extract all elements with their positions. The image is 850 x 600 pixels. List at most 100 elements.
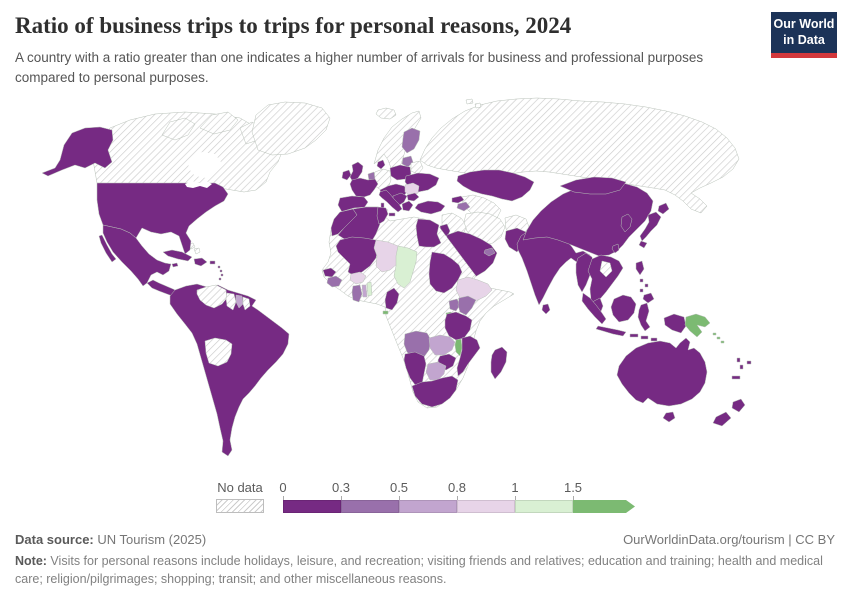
map-region-japan-honshu[interactable]: Japan	[639, 211, 662, 242]
map-region-georgia[interactable]: Georgia	[451, 195, 465, 204]
map-region-iceland[interactable]: Iceland	[375, 107, 397, 120]
map-region-bulgaria[interactable]: Bulgaria	[406, 192, 420, 202]
map-region-russia[interactable]: Russia	[419, 97, 740, 214]
map-region-guinea[interactable]: Guinea	[326, 275, 343, 288]
map-region-turkey[interactable]: Turkey	[414, 200, 446, 215]
map-region-uganda[interactable]: Uganda	[448, 298, 461, 312]
legend-no-data-swatch[interactable]	[216, 499, 264, 513]
map-region-sulawesi[interactable]: Indonesia	[637, 302, 651, 332]
map-region-sudan[interactable]: Sudan	[428, 251, 463, 294]
map-region-united-kingdom[interactable]: United Kingdom	[349, 161, 364, 183]
map-region-suriname[interactable]: Suriname	[235, 294, 244, 309]
map-region-japan-kyushu[interactable]: Japan	[638, 240, 648, 249]
map-region-mexico[interactable]: Mexico	[102, 224, 172, 287]
map-region-egypt[interactable]: Egypt	[415, 218, 442, 248]
map-region-sumatra[interactable]: Indonesia	[581, 292, 607, 325]
map-region-greece[interactable]: Greece	[401, 200, 414, 212]
map-region-romania[interactable]: Romania	[404, 182, 420, 197]
map-region-ghana[interactable]: Ghana	[351, 284, 363, 303]
map-region-fiji[interactable]: Fiji	[746, 360, 752, 365]
map-region-west-papua[interactable]: Indonesia	[663, 313, 687, 334]
map-region-mozambique[interactable]: Mozambique	[456, 335, 481, 377]
legend-bar[interactable]	[283, 500, 635, 513]
map-region-senegal[interactable]: Senegal	[322, 267, 337, 278]
map-region-french-guiana[interactable]: French Guiana	[242, 296, 251, 311]
map-region-denmark[interactable]: Denmark	[376, 159, 386, 170]
owid-logo[interactable]: Our World in Data	[771, 12, 837, 58]
map-region-chad[interactable]: Chad	[393, 245, 418, 289]
map-region-thailand-indochina[interactable]: Thailand, Vietnam & Cambodia	[587, 254, 624, 307]
map-region-niger[interactable]: Niger	[373, 239, 401, 273]
map-region-cameroon[interactable]: Cameroon	[384, 287, 400, 311]
map-region-new-zealand-south[interactable]: New Zealand	[712, 411, 732, 427]
map-region-bolivia[interactable]: Bolivia	[204, 337, 233, 367]
map-region-lesser-antilles[interactable]: Lesser Antilles	[217, 265, 224, 281]
map-region-kazakhstan[interactable]: Kazakhstan	[456, 169, 535, 202]
legend-bin-6[interactable]	[573, 500, 635, 513]
map-region-canada-arctic1[interactable]: Canada	[161, 117, 196, 141]
map-region-puerto-rico[interactable]: Puerto Rico	[209, 260, 216, 265]
map-region-ireland[interactable]: Ireland	[341, 169, 352, 181]
map-region-alaska[interactable]: United States	[41, 126, 114, 177]
map-region-namibia[interactable]: Namibia	[403, 351, 427, 387]
map-region-japan-hokkaido[interactable]: Japan	[657, 202, 670, 215]
map-region-baja[interactable]: Mexico	[98, 234, 117, 263]
map-region-south-america[interactable]: Brazil, Argentina, Chile, Peru, Ecuador,…	[169, 283, 290, 457]
map-region-borneo[interactable]: Indonesia	[610, 294, 637, 323]
map-region-togo[interactable]: Togo	[361, 284, 368, 298]
map-region-java[interactable]: Indonesia	[595, 325, 627, 337]
map-region-korea[interactable]: South Korea	[620, 213, 633, 233]
map-region-angola[interactable]: Angola	[403, 330, 432, 359]
legend-tick-label: 1.5	[563, 480, 583, 495]
map-region-mongolia[interactable]: Mongolia	[559, 176, 627, 195]
map-region-burkina-faso[interactable]: Burkina Faso	[349, 271, 367, 285]
map-region-australia[interactable]: Australia	[616, 337, 708, 407]
map-region-uae[interactable]: United Arab Emirates	[483, 247, 496, 257]
legend-bin-2[interactable]	[341, 500, 399, 513]
map-region-equatorial-guinea[interactable]: Equatorial Guinea	[382, 310, 389, 315]
map-region-italy[interactable]: Italy	[378, 189, 403, 213]
map-region-benin[interactable]: Benin	[366, 281, 373, 297]
map-region-tunisia[interactable]: Tunisia	[376, 206, 389, 225]
map-region-hispaniola[interactable]: Dominican Republic & Haiti	[193, 257, 208, 267]
map-region-new-zealand-north[interactable]: New Zealand	[731, 398, 746, 413]
map-region-jamaica[interactable]: Jamaica	[171, 262, 179, 268]
legend-no-data[interactable]: No data	[214, 480, 266, 513]
map-region-mali[interactable]: Mali	[335, 236, 379, 277]
map-region-lesser-sunda[interactable]: Indonesia	[629, 333, 658, 342]
footer-link[interactable]: OurWorldinData.org/tourism | CC BY	[623, 532, 835, 547]
map-region-botswana[interactable]: Botswana	[425, 361, 447, 381]
map-region-sicily[interactable]: Italy	[388, 212, 396, 217]
map-region-canada-arctic2[interactable]: Canada	[199, 111, 239, 135]
map-region-azerbaijan[interactable]: Azerbaijan	[456, 201, 471, 212]
map-region-finland[interactable]: Finland	[401, 127, 421, 154]
map-region-myanmar[interactable]: Myanmar	[575, 252, 595, 293]
map-region-baltics[interactable]: Baltic states	[401, 155, 414, 168]
legend-bin-3[interactable]	[399, 500, 457, 513]
map-region-madagascar[interactable]: Madagascar	[490, 346, 508, 380]
map-region-solomon-islands[interactable]: Solomon Islands	[712, 332, 725, 344]
map-region-venezuela[interactable]: Venezuela	[196, 284, 228, 309]
map-region-philippines[interactable]: Philippines	[635, 260, 655, 304]
map-region-papua-new-guinea[interactable]: Papua New Guinea	[684, 313, 711, 338]
map-region-zambia[interactable]: Zambia	[428, 334, 456, 356]
map-region-kenya[interactable]: Kenya	[457, 295, 477, 316]
map-region-malawi[interactable]: Malawi	[454, 338, 463, 357]
legend-bin-1[interactable]	[283, 500, 341, 513]
map-region-tasmania[interactable]: Australia	[662, 411, 676, 423]
map-region-guyana[interactable]: Guyana	[225, 292, 237, 311]
map-region-novaya-zemlya[interactable]: Russia	[465, 98, 482, 109]
map-region-france[interactable]: France	[349, 177, 379, 198]
map-region-belarus[interactable]: Belarus	[410, 160, 424, 175]
map-region-vanuatu[interactable]: Vanuatu & New Caledonia	[731, 357, 744, 380]
map-region-sri-lanka[interactable]: Sri Lanka	[541, 303, 551, 315]
legend-bin-4[interactable]	[457, 500, 515, 513]
map-region-taiwan[interactable]: Taiwan	[611, 243, 620, 254]
map-region-cuba[interactable]: Cuba	[162, 249, 193, 262]
map-region-laos[interactable]: Laos	[599, 260, 613, 278]
map-region-greenland[interactable]: Greenland	[251, 101, 331, 156]
legend-bin-5[interactable]	[515, 500, 573, 513]
map-region-south-africa[interactable]: South Africa	[411, 375, 459, 408]
map-region-ethiopia[interactable]: Ethiopia	[455, 276, 493, 303]
